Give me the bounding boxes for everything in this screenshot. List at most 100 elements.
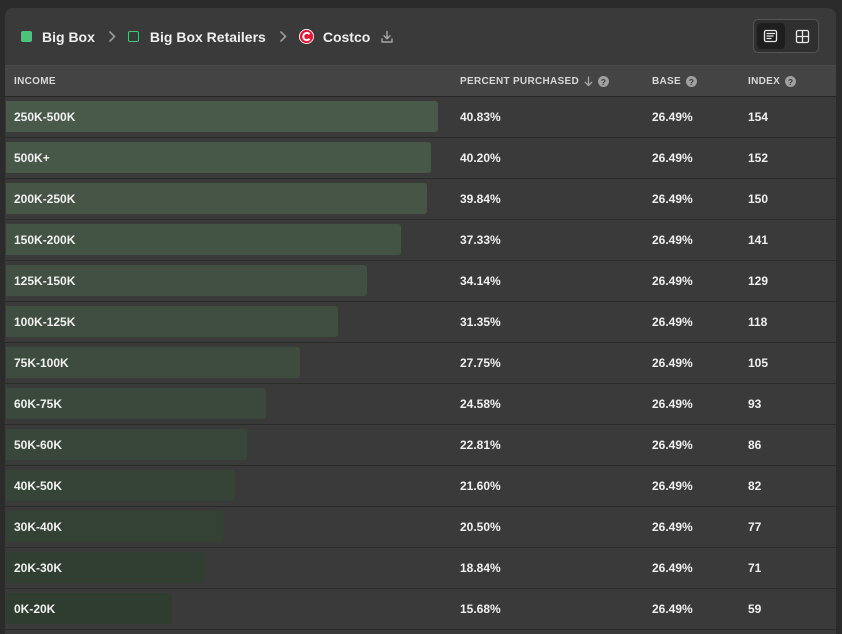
column-header-index[interactable]: INDEX ? — [748, 66, 797, 97]
base-cell: 26.49% — [652, 397, 693, 411]
sort-down-arrow-icon — [584, 76, 593, 87]
filled-square-icon — [21, 31, 32, 42]
percent-cell: 34.14% — [460, 274, 501, 288]
outline-square-icon — [127, 31, 139, 42]
percent-cell: 40.20% — [460, 151, 501, 165]
table-row[interactable]: 75K-100K 27.75% 26.49% 105 — [5, 343, 836, 384]
percent-bar — [6, 347, 300, 378]
income-cell: 75K-100K — [14, 356, 69, 370]
percent-cell: 22.81% — [460, 438, 501, 452]
income-cell: 60K-75K — [14, 397, 63, 411]
index-cell: 86 — [748, 438, 762, 452]
index-cell: 59 — [748, 602, 762, 616]
percent-bar — [6, 224, 401, 255]
base-cell: 26.49% — [652, 520, 693, 534]
base-cell: 26.49% — [652, 438, 693, 452]
breadcrumb-item-costco[interactable]: Costco — [298, 28, 394, 45]
column-header-income[interactable]: INCOME — [14, 66, 56, 97]
index-cell: 154 — [748, 110, 769, 124]
base-cell: 26.49% — [652, 561, 693, 575]
base-cell: 26.49% — [652, 233, 693, 247]
grid-view-button[interactable] — [788, 23, 816, 49]
income-cell: 20K-30K — [14, 561, 63, 575]
help-icon[interactable]: ? — [598, 76, 610, 87]
income-cell: 0K-20K — [14, 602, 56, 616]
audience-panel: Big Box Big Box Retailers — [5, 8, 836, 634]
percent-cell: 37.33% — [460, 233, 501, 247]
base-cell: 26.49% — [652, 151, 693, 165]
column-header-percent-purchased[interactable]: PERCENT PURCHASED ? — [460, 66, 610, 97]
percent-cell: 15.68% — [460, 602, 501, 616]
panel-header: Big Box Big Box Retailers — [5, 8, 836, 65]
percent-bar — [6, 511, 223, 542]
table-row[interactable]: 250K-500K 40.83% 26.49% 154 — [5, 97, 836, 138]
base-cell: 26.49% — [652, 315, 693, 329]
percent-cell: 21.60% — [460, 479, 501, 493]
percent-bar — [6, 593, 172, 624]
income-cell: 40K-50K — [14, 479, 63, 493]
download-icon[interactable] — [380, 30, 394, 44]
index-cell: 77 — [748, 520, 762, 534]
percent-bar — [6, 183, 427, 214]
table-row[interactable]: 150K-200K 37.33% 26.49% 141 — [5, 220, 836, 261]
breadcrumb-item-big-box[interactable]: Big Box — [21, 29, 95, 45]
income-cell: 500K+ — [14, 151, 50, 165]
index-cell: 150 — [748, 192, 769, 206]
breadcrumb-label: Big Box Retailers — [149, 28, 266, 45]
percent-bar — [6, 306, 338, 337]
table-row[interactable]: 30K-40K 20.50% 26.49% 77 — [5, 507, 836, 548]
percent-bar — [6, 265, 367, 296]
percent-bar — [6, 101, 438, 132]
table-header: INCOME PERCENT PURCHASED ? BASE ? INDEX … — [5, 65, 836, 97]
percent-bar — [6, 388, 266, 419]
list-view-icon — [763, 29, 778, 43]
percent-cell: 27.75% — [460, 356, 501, 370]
help-icon[interactable]: ? — [785, 76, 797, 87]
percent-bar — [6, 142, 431, 173]
income-cell: 50K-60K — [14, 438, 63, 452]
index-cell: 71 — [748, 561, 762, 575]
index-cell: 118 — [748, 315, 768, 329]
table-row[interactable]: 200K-250K 39.84% 26.49% 150 — [5, 179, 836, 220]
percent-cell: 18.84% — [460, 561, 501, 575]
base-cell: 26.49% — [652, 110, 693, 124]
index-cell: 129 — [748, 274, 769, 288]
view-toggle — [753, 19, 819, 53]
table-body: 250K-500K 40.83% 26.49% 154 500K+ 40.20% 26.49… — [5, 97, 836, 630]
grid-view-icon — [795, 29, 809, 43]
column-header-label: BASE — [652, 76, 681, 87]
percent-cell: 40.83% — [460, 110, 501, 124]
percent-bar — [6, 429, 247, 460]
base-cell: 26.49% — [652, 274, 693, 288]
chevron-right-icon — [280, 31, 287, 42]
table-row[interactable]: 125K-150K 34.14% 26.49% 129 — [5, 261, 836, 302]
breadcrumb-item-big-box-retailers[interactable]: Big Box Retailers — [127, 28, 266, 45]
percent-cell: 20.50% — [460, 520, 501, 534]
income-cell: 150K-200K — [14, 233, 76, 247]
base-cell: 26.49% — [652, 356, 693, 370]
table-row[interactable]: 500K+ 40.20% 26.49% 152 — [5, 138, 836, 179]
table-row[interactable]: 20K-30K 18.84% 26.49% 71 — [5, 548, 836, 589]
list-view-button[interactable] — [757, 23, 785, 49]
breadcrumb: Big Box Big Box Retailers — [21, 8, 394, 65]
index-cell: 82 — [748, 479, 762, 493]
percent-cell: 24.58% — [460, 397, 501, 411]
table-row[interactable]: 50K-60K 22.81% 26.49% 86 — [5, 425, 836, 466]
percent-cell: 31.35% — [460, 315, 501, 329]
chevron-right-icon — [109, 31, 116, 42]
table-row[interactable]: 0K-20K 15.68% 26.49% 59 — [5, 589, 836, 630]
index-cell: 152 — [748, 151, 769, 165]
income-cell: 100K-125K — [14, 315, 76, 329]
table-row[interactable]: 60K-75K 24.58% 26.49% 93 — [5, 384, 836, 425]
income-cell: 30K-40K — [14, 520, 63, 534]
income-table: INCOME PERCENT PURCHASED ? BASE ? INDEX … — [5, 65, 836, 630]
breadcrumb-label: Costco — [322, 28, 371, 45]
table-row[interactable]: 100K-125K 31.35% 26.49% 118 — [5, 302, 836, 343]
help-icon[interactable]: ? — [685, 76, 697, 87]
base-cell: 26.49% — [652, 479, 693, 493]
base-cell: 26.49% — [652, 192, 693, 206]
table-row[interactable]: 40K-50K 21.60% 26.49% 82 — [5, 466, 836, 507]
column-header-base[interactable]: BASE ? — [652, 66, 697, 97]
column-header-label: INDEX — [748, 76, 781, 87]
column-header-label: PERCENT PURCHASED — [460, 76, 580, 87]
